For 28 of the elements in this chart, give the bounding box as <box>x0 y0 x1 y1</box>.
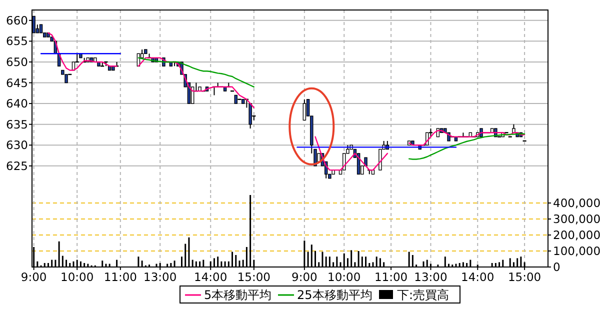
y-tick-label: 645 <box>6 76 28 90</box>
y-tick-label: 100,000 <box>553 244 600 258</box>
legend-label: 25本移動平均 <box>297 288 372 302</box>
x-tick-label: 15:00 <box>508 270 542 284</box>
legend-label: 下:売買高 <box>397 288 450 302</box>
y-tick-label: 650 <box>6 54 28 69</box>
x-tick-label: 14:00 <box>194 270 228 284</box>
x-tick-label: 13:00 <box>414 270 448 284</box>
x-tick-label: 14:00 <box>461 270 494 284</box>
x-tick-label: 11:00 <box>104 270 137 284</box>
y-tick-label: 400,000 <box>553 196 600 210</box>
y-tick-label: 655 <box>6 34 28 48</box>
x-tick-label: 9:00 <box>20 270 47 284</box>
y-tick-label: 640 <box>6 96 28 111</box>
y-tick-label: 300,000 <box>553 212 600 226</box>
x-tick-label: 9:00 <box>292 270 318 284</box>
x-tick-label: 10:00 <box>60 270 94 284</box>
x-tick-label: 13:00 <box>144 270 177 284</box>
y-tick-label: 630 <box>6 138 28 152</box>
x-tick-label: 11:00 <box>374 270 408 284</box>
legend-label: 5本移動平均 <box>204 288 272 302</box>
x-tick-label: 10:00 <box>328 270 361 284</box>
x-tick-label: 15:00 <box>237 270 270 284</box>
y-tick-label: 625 <box>6 158 28 173</box>
y-tick-label: 660 <box>6 13 28 28</box>
y-tick-label: 635 <box>6 117 28 132</box>
y-tick-label: 0 <box>553 260 560 274</box>
y-tick-label: 200,000 <box>553 228 600 242</box>
